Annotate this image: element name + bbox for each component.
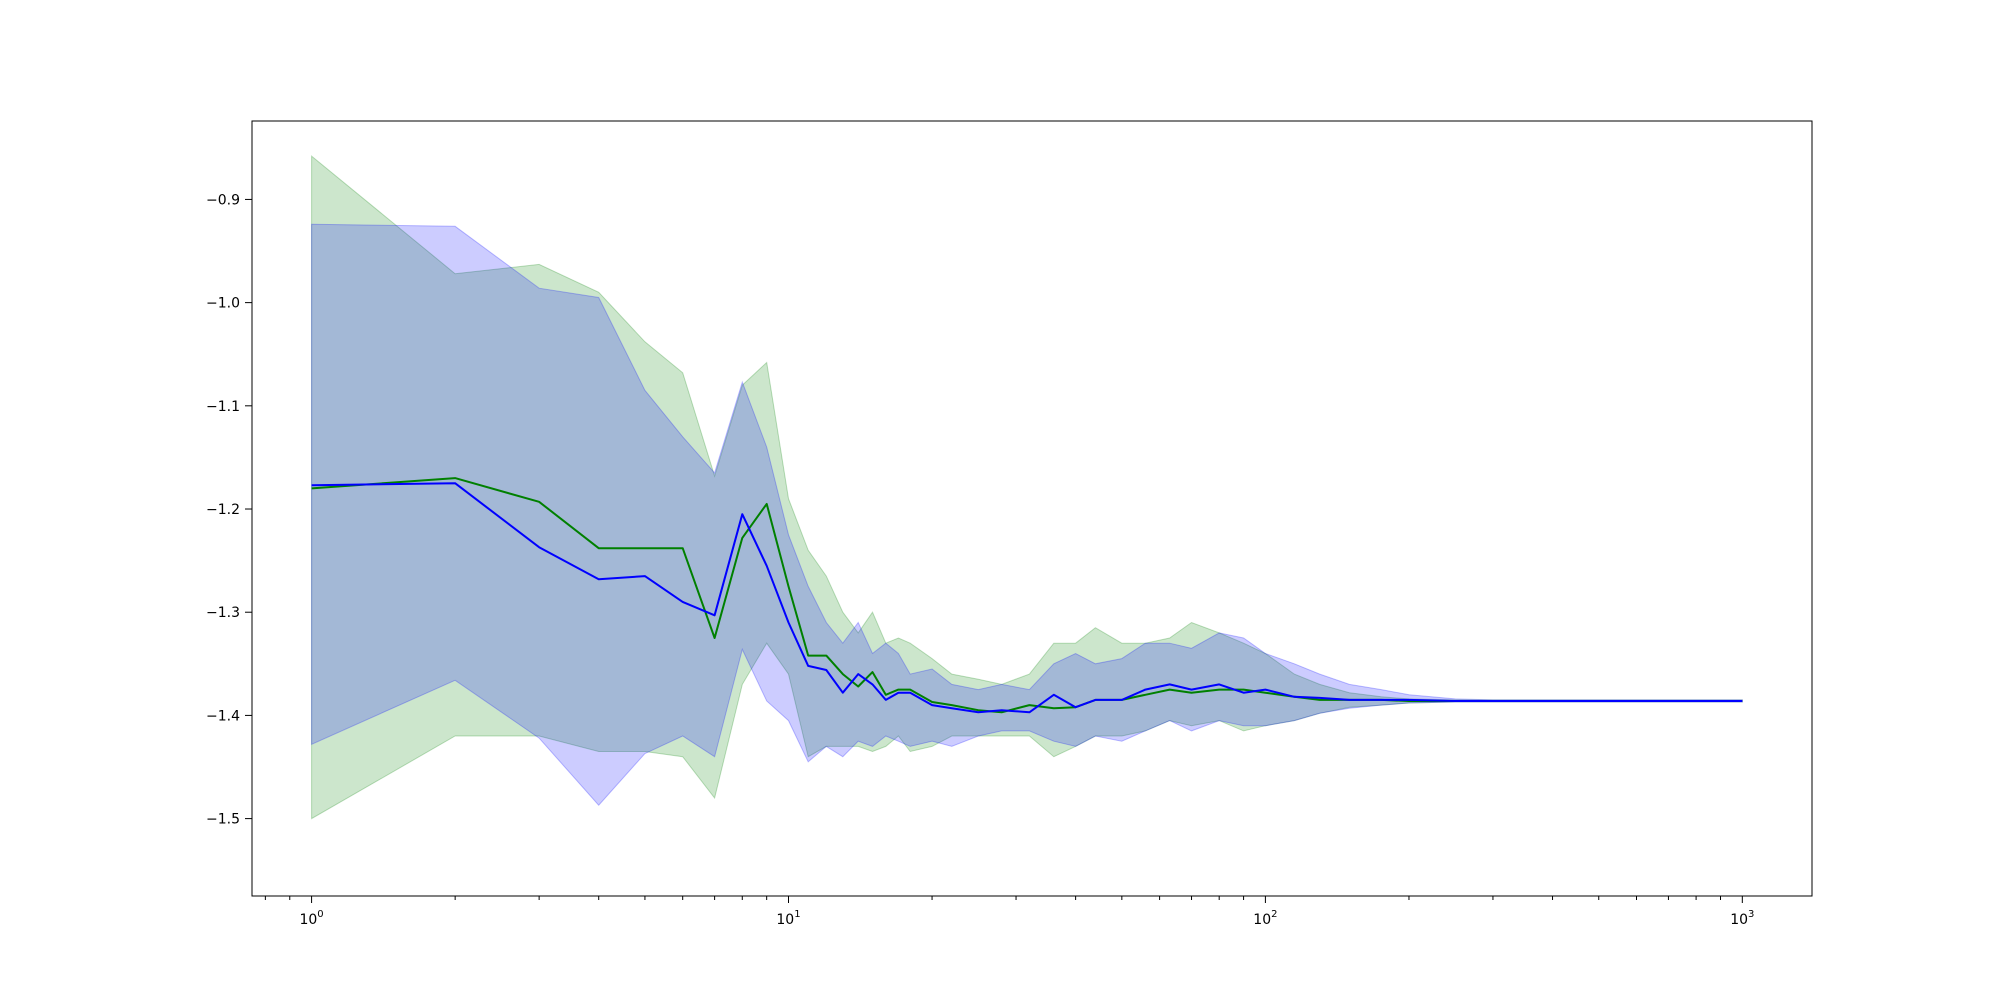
x-tick-label: 100 [299,909,323,928]
confidence-bands [311,155,1743,820]
x-tick-label: 101 [776,909,800,928]
x-tick-label: 102 [1253,909,1277,928]
y-tick-label: −1.2 [206,502,240,518]
y-tick-label: −1.3 [206,605,240,621]
y-tick-label: −1.1 [206,399,240,415]
y-tick-label: −0.9 [206,192,240,208]
series-lines [311,477,1743,714]
y-tick-label: −1.0 [206,296,240,312]
y-tick-label: −1.5 [206,812,240,828]
y-tick-label: −1.4 [206,708,240,724]
x-tick-label: 103 [1730,909,1754,928]
series-2-band [311,223,1743,806]
plot-area-frame [251,120,1813,897]
y-axis-ticks: −1.5 −1.4 −1.3 −1.2 −1.1 −1.0 −0.9 [206,192,252,828]
series-2-line [311,482,1743,714]
x-axis-ticks: 100 101 102 103 [264,896,1754,928]
